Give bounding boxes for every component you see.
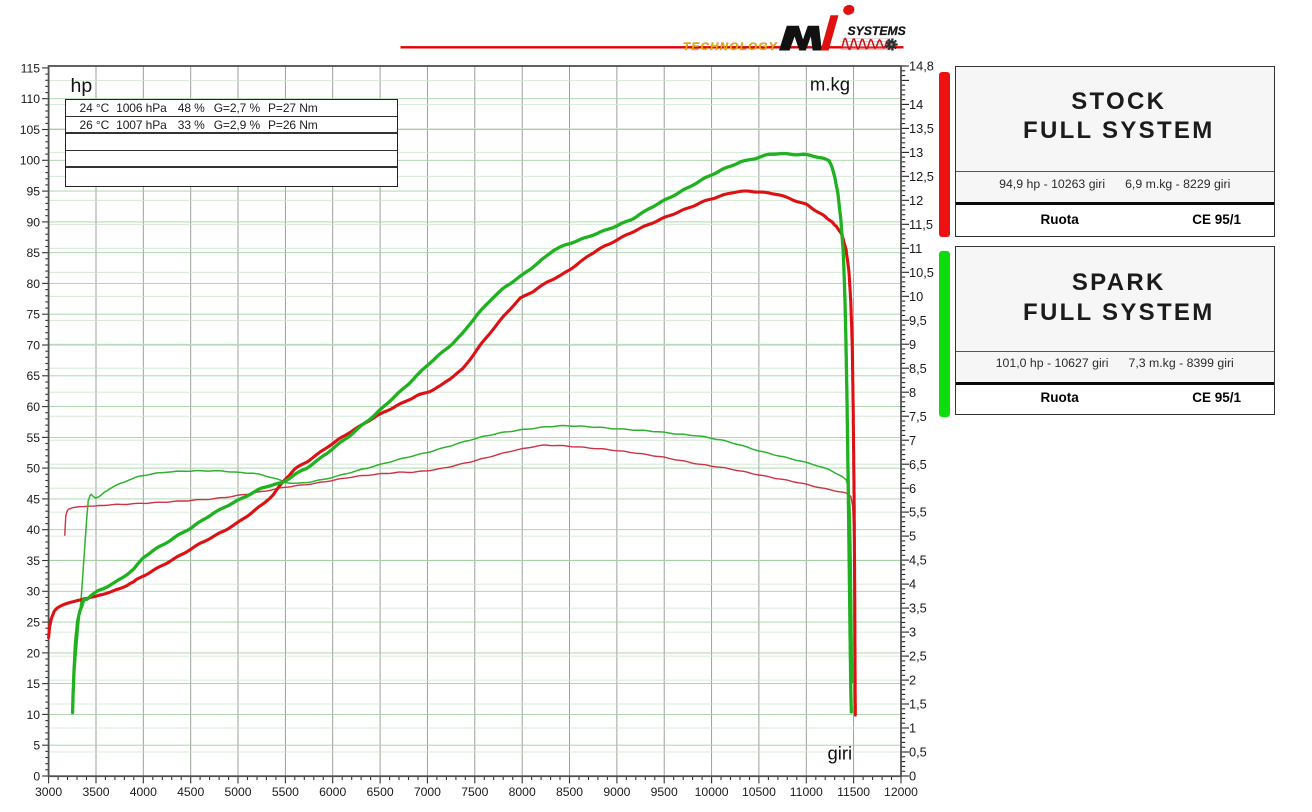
- svg-text:25: 25: [27, 616, 41, 630]
- svg-text:10: 10: [27, 708, 41, 722]
- svg-text:70: 70: [27, 338, 41, 352]
- svg-text:9000: 9000: [603, 785, 630, 799]
- svg-text:2,5: 2,5: [909, 649, 927, 664]
- svg-text:90: 90: [27, 215, 41, 229]
- svg-text:12000: 12000: [884, 785, 918, 799]
- svg-text:10500: 10500: [742, 785, 776, 799]
- svg-text:5: 5: [33, 739, 40, 753]
- svg-text:11,5: 11,5: [909, 217, 933, 232]
- svg-text:20: 20: [27, 646, 41, 660]
- svg-text:60: 60: [27, 400, 41, 414]
- svg-text:7000: 7000: [414, 785, 441, 799]
- svg-text:55: 55: [27, 431, 41, 445]
- svg-text:50: 50: [27, 462, 41, 476]
- svg-text:40: 40: [27, 523, 41, 537]
- svg-text:30: 30: [27, 585, 41, 599]
- svg-text:m.kg: m.kg: [810, 74, 850, 95]
- svg-text:7500: 7500: [461, 785, 488, 799]
- svg-text:13: 13: [909, 145, 923, 160]
- svg-text:11: 11: [909, 241, 922, 256]
- svg-text:7,5: 7,5: [909, 409, 927, 424]
- svg-text:8500: 8500: [556, 785, 583, 799]
- svg-text:10000: 10000: [695, 785, 729, 799]
- svg-text:9,5: 9,5: [909, 313, 927, 328]
- svg-text:0: 0: [33, 769, 40, 783]
- svg-text:4000: 4000: [130, 785, 157, 799]
- svg-text:5: 5: [909, 529, 916, 544]
- svg-text:15: 15: [27, 677, 41, 691]
- svg-text:85: 85: [27, 246, 41, 260]
- svg-text:12,5: 12,5: [909, 169, 934, 184]
- svg-text:95: 95: [27, 185, 41, 199]
- svg-text:TECHNOLOGY: TECHNOLOGY: [683, 41, 778, 53]
- svg-text:115: 115: [21, 61, 41, 75]
- svg-text:2: 2: [909, 673, 916, 688]
- svg-text:12: 12: [909, 193, 923, 208]
- svg-text:14: 14: [909, 97, 923, 112]
- svg-text:4500: 4500: [177, 785, 204, 799]
- svg-text:hp: hp: [71, 75, 93, 97]
- svg-text:10,5: 10,5: [909, 265, 934, 280]
- svg-text:SYSTEMS: SYSTEMS: [848, 24, 906, 38]
- svg-text:100: 100: [20, 154, 41, 168]
- svg-text:6000: 6000: [319, 785, 346, 799]
- svg-text:1,5: 1,5: [909, 697, 927, 712]
- svg-text:10: 10: [909, 289, 923, 304]
- svg-text:65: 65: [27, 369, 41, 383]
- svg-text:110: 110: [21, 92, 41, 106]
- svg-text:5500: 5500: [272, 785, 299, 799]
- svg-text:3,5: 3,5: [909, 601, 927, 616]
- svg-text:0,5: 0,5: [909, 745, 927, 760]
- svg-text:75: 75: [27, 308, 41, 322]
- svg-text:3000: 3000: [35, 785, 62, 799]
- svg-text:3: 3: [909, 625, 916, 640]
- svg-text:80: 80: [27, 277, 41, 291]
- svg-text:9: 9: [909, 337, 916, 352]
- svg-text:8,5: 8,5: [909, 361, 927, 376]
- svg-text:6,5: 6,5: [909, 457, 927, 472]
- svg-text:11000: 11000: [790, 785, 823, 799]
- svg-text:8: 8: [909, 385, 916, 400]
- svg-text:105: 105: [20, 123, 41, 137]
- svg-text:0: 0: [909, 769, 916, 784]
- svg-text:8000: 8000: [509, 785, 536, 799]
- svg-text:1: 1: [909, 721, 916, 736]
- svg-text:5000: 5000: [224, 785, 251, 799]
- svg-text:5,5: 5,5: [909, 505, 927, 520]
- svg-text:6500: 6500: [367, 785, 394, 799]
- svg-text:14,8: 14,8: [909, 59, 934, 74]
- svg-text:9500: 9500: [651, 785, 678, 799]
- svg-text:6: 6: [909, 481, 916, 496]
- svg-text:4,5: 4,5: [909, 553, 927, 568]
- svg-text:13,5: 13,5: [909, 121, 934, 136]
- svg-text:7: 7: [909, 433, 916, 448]
- svg-text:45: 45: [27, 492, 41, 506]
- svg-text:giri: giri: [828, 743, 853, 764]
- svg-text:11500: 11500: [837, 785, 870, 799]
- svg-text:35: 35: [27, 554, 41, 568]
- svg-text:3500: 3500: [82, 785, 109, 799]
- svg-text:4: 4: [909, 577, 916, 592]
